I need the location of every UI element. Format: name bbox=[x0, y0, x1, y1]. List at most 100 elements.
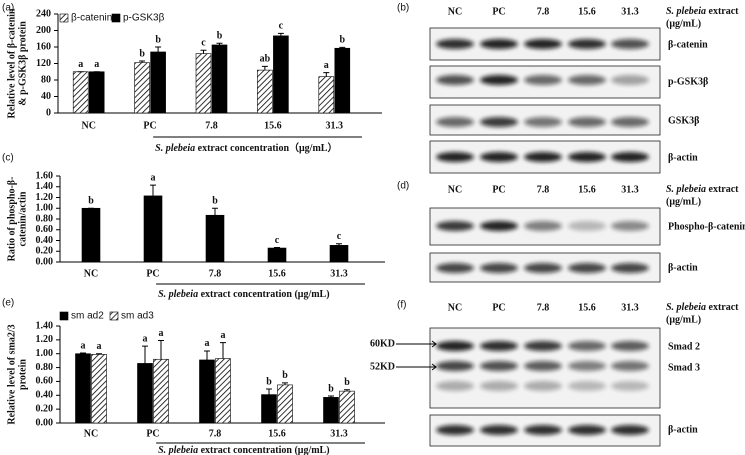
significance-letter: c bbox=[275, 235, 280, 246]
bar bbox=[267, 247, 287, 263]
blot-band bbox=[568, 117, 606, 127]
blot-band bbox=[436, 425, 474, 435]
y-tick-label: 240 bbox=[36, 8, 51, 19]
significance-letter: c bbox=[201, 38, 206, 49]
marker-label: 52KD bbox=[370, 361, 395, 372]
error-bar bbox=[142, 345, 148, 364]
blot-band bbox=[611, 425, 649, 435]
error-bar bbox=[96, 353, 102, 355]
x-tick-label: 15.6 bbox=[268, 428, 286, 439]
significance-letter: b bbox=[155, 34, 161, 45]
blot-band bbox=[568, 263, 606, 273]
significance-letter: a bbox=[324, 60, 329, 71]
error-bar bbox=[339, 46, 346, 49]
blot-band bbox=[436, 341, 474, 351]
y-tick-label: 0.20 bbox=[36, 246, 54, 257]
lane-label: 7.8 bbox=[537, 184, 550, 195]
x-axis-label-italic: S. plebeia bbox=[158, 445, 198, 455]
error-bar bbox=[212, 207, 218, 216]
significance-letter: a bbox=[151, 172, 156, 183]
blot-band bbox=[524, 39, 562, 49]
y-axis-label: protein bbox=[17, 359, 28, 390]
bar bbox=[277, 384, 293, 424]
significance-letter: b bbox=[282, 370, 288, 381]
panel-label: (e) bbox=[2, 298, 14, 309]
extract-italic: S. plebeia bbox=[666, 302, 706, 313]
y-tick-label: 1.20 bbox=[36, 192, 54, 203]
bar bbox=[143, 195, 163, 263]
blot-band bbox=[611, 152, 649, 162]
panel-label: (b) bbox=[397, 3, 409, 14]
lane-label: 31.3 bbox=[621, 184, 639, 195]
bar bbox=[153, 358, 169, 424]
panel-label: (c) bbox=[2, 153, 14, 164]
lane-label: PC bbox=[492, 184, 505, 195]
row-label: β-actin bbox=[668, 262, 698, 273]
blot-band bbox=[568, 152, 606, 162]
bar bbox=[273, 35, 289, 114]
lane-label: NC bbox=[448, 184, 462, 195]
x-tick-label: NC bbox=[81, 120, 95, 131]
panel-label: (f) bbox=[397, 300, 406, 311]
bar bbox=[88, 71, 105, 114]
blot-band bbox=[611, 117, 649, 127]
blot-band bbox=[611, 381, 649, 391]
significance-letter: b bbox=[266, 376, 272, 387]
significance-letter: b bbox=[139, 48, 145, 59]
significance-letter: a bbox=[97, 341, 102, 352]
y-tick-label: 40 bbox=[41, 91, 51, 102]
x-axis-label-text: extract concentration (μg/mL) bbox=[201, 445, 330, 455]
blot-band bbox=[524, 152, 562, 162]
extract-label: S. plebeia extract bbox=[666, 184, 739, 195]
bar bbox=[323, 397, 339, 424]
x-tick-label: 7.8 bbox=[209, 268, 222, 279]
y-axis-label: & p-GSK3β protein bbox=[17, 21, 28, 106]
lane-label: NC bbox=[448, 302, 462, 313]
blot-band bbox=[568, 221, 606, 231]
bar bbox=[150, 51, 166, 114]
significance-letter: c bbox=[279, 21, 284, 32]
lane-label: NC bbox=[448, 6, 462, 17]
significance-letter: a bbox=[143, 333, 148, 344]
blot-band bbox=[436, 117, 474, 127]
significance-letter: b bbox=[344, 377, 350, 388]
significance-letter: b bbox=[212, 196, 218, 207]
legend-label: p-GSK3β bbox=[123, 13, 165, 24]
y-axis-label: Relative level of β-catenin bbox=[6, 8, 17, 118]
blot-band bbox=[524, 341, 562, 351]
blot-band bbox=[436, 39, 474, 49]
y-tick-label: 0.20 bbox=[36, 403, 54, 414]
bar bbox=[195, 53, 212, 114]
legend-label: sm ad3 bbox=[121, 311, 154, 322]
error-bar bbox=[204, 350, 210, 360]
blot-band bbox=[568, 341, 606, 351]
blot-band bbox=[568, 75, 606, 85]
extract-italic: S. plebeia bbox=[666, 184, 706, 195]
y-tick-label: 0.00 bbox=[36, 256, 54, 267]
blot-band bbox=[436, 263, 474, 273]
blot-band bbox=[436, 221, 474, 231]
lane-label: 31.3 bbox=[621, 302, 639, 313]
y-tick-label: 120 bbox=[36, 58, 51, 69]
row-label: p-GSK3β bbox=[668, 76, 708, 87]
legend-swatch bbox=[109, 311, 119, 321]
unit-label: (μg/mL) bbox=[666, 18, 701, 29]
x-axis-label: S. plebeia extract concentration (μg/mL) bbox=[158, 289, 329, 300]
lane-label: 7.8 bbox=[537, 302, 550, 313]
bar bbox=[137, 363, 153, 424]
unit-label: (μg/mL) bbox=[666, 314, 701, 325]
error-bar bbox=[220, 342, 226, 359]
y-axis-label: catenin/actin bbox=[17, 191, 28, 246]
significance-letter: a bbox=[81, 340, 86, 351]
y-tick-label: 1.00 bbox=[36, 203, 54, 214]
y-axis-label: Ratio of phospho-β- bbox=[6, 177, 17, 262]
extract-text: extract bbox=[709, 184, 740, 195]
x-tick-label: 31.3 bbox=[330, 268, 348, 279]
error-bar bbox=[266, 388, 272, 395]
blot-band bbox=[611, 221, 649, 231]
significance-letter: a bbox=[221, 330, 226, 341]
bar bbox=[261, 394, 277, 424]
significance-letter: b bbox=[340, 35, 346, 46]
significance-letter: a bbox=[159, 328, 164, 339]
